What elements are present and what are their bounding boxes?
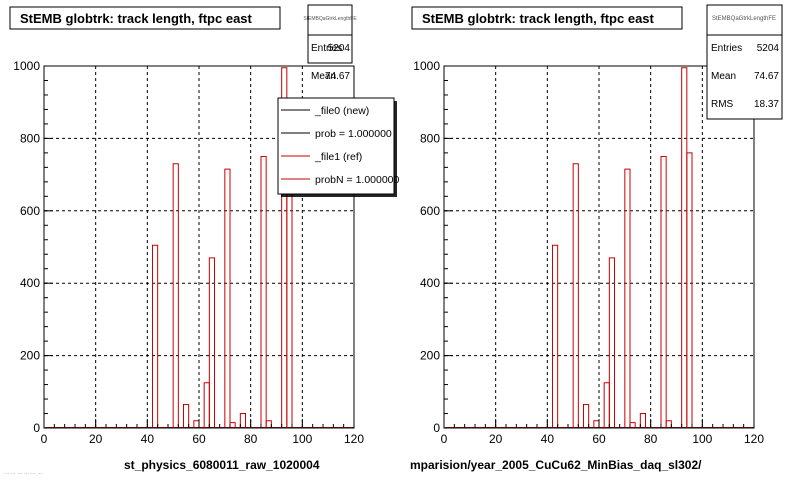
- stats-label-entries: Entries: [311, 43, 342, 54]
- y-tick-label: 200: [20, 349, 40, 363]
- stats-name: StEMBQaGtrkLengthFE: [712, 16, 776, 22]
- x-tick-label: 100: [692, 432, 712, 446]
- x-tick-label: 60: [192, 432, 206, 446]
- histogram-bar: [152, 244, 159, 428]
- left-panel: 0 20 40 60 80 100 120 0 200 400 600 800 1000 StEMB g…: [9, 4, 400, 472]
- chart-title: StEMB globtrk: track length, ftpc east: [20, 11, 253, 26]
- histogram-bar: [239, 413, 246, 428]
- histogram-bar: [572, 163, 579, 428]
- stats-label-mean: Mean: [311, 71, 336, 82]
- histogram-bar: [183, 403, 190, 428]
- legend: _file0 (new) prob = 1.000000 _file1 (ref…: [277, 97, 400, 197]
- stats-label-rms: RMS: [711, 99, 734, 110]
- x-tick-label: 80: [244, 432, 258, 446]
- stats-value-mean: 74.67: [325, 71, 350, 82]
- title-box: [411, 6, 683, 30]
- y-tick-label: 1000: [13, 59, 40, 73]
- x-tick-label: 60: [592, 432, 606, 446]
- x-tick-label: 120: [744, 432, 764, 446]
- x-tick-label: 20: [89, 432, 103, 446]
- x-tick-label: 80: [644, 432, 658, 446]
- legend-label-prob: prob = 1.000000: [315, 128, 392, 140]
- y-tick-label: 400: [420, 276, 440, 290]
- footer-text: ... ... ... ... ... ...: [4, 470, 43, 476]
- y-tick-label: 0: [33, 421, 40, 435]
- stats-box: [706, 4, 783, 120]
- stats-label-entries: Entries: [711, 43, 742, 54]
- x-tick-label: 100: [292, 432, 312, 446]
- y-tick-label: 800: [420, 131, 440, 145]
- title-box: [9, 6, 281, 30]
- y-tick-label: 0: [433, 421, 440, 435]
- y-tick-label: 800: [20, 131, 40, 145]
- axis-ticks: 0 20 40 60 80 100 120 0 200 400 600 800 1000: [13, 59, 364, 446]
- y-tick-label: 400: [20, 276, 40, 290]
- x-tick-label: 0: [41, 432, 48, 446]
- stats-value-entries: 5204: [757, 43, 780, 54]
- histogram-bar: [639, 413, 646, 428]
- stats-name: StEMBQaGtrkLengthFE: [303, 16, 357, 22]
- x-tick-label: 120: [344, 432, 364, 446]
- chart-title: StEMB globtrk: track length, ftpc east: [422, 11, 655, 26]
- x-tick-label: 20: [489, 432, 503, 446]
- y-tick-label: 1000: [413, 59, 440, 73]
- x-tick-label: 40: [141, 432, 155, 446]
- histogram-bar: [172, 163, 179, 428]
- histogram-bar: [224, 168, 231, 428]
- right-panel: 0 20 40 60 80 100 120 0 200 400 600 800 1000 StEMB g…: [410, 4, 783, 472]
- histogram-bar: [686, 152, 693, 428]
- stats-value-entries: 5204: [328, 43, 351, 54]
- x-axis-label: st_physics_6080011_raw_1020004: [124, 458, 320, 472]
- stats-value-mean: 74.67: [754, 71, 779, 82]
- histogram-bar: [660, 156, 667, 428]
- x-axis-label: mparision/year_2005_CuCu62_MinBias_daq_s…: [410, 458, 702, 472]
- legend-label-probn: probN = 1.000000: [315, 174, 400, 186]
- y-tick-label: 200: [420, 349, 440, 363]
- histogram-bar: [608, 257, 615, 428]
- legend-label-file0: _file0 (new): [314, 105, 369, 117]
- stats-box: [307, 4, 353, 64]
- x-tick-label: 40: [541, 432, 555, 446]
- x-tick-label: 0: [441, 432, 448, 446]
- histogram-bar: [552, 244, 559, 428]
- histogram-bar: [208, 257, 215, 428]
- legend-label-file1: _file1 (ref): [314, 151, 362, 163]
- y-tick-label: 600: [420, 204, 440, 218]
- histogram-bar: [624, 168, 631, 428]
- stats-label-mean: Mean: [711, 71, 736, 82]
- histogram-bar: [260, 156, 267, 428]
- stats-value-rms: 18.37: [754, 99, 779, 110]
- y-tick-label: 600: [20, 204, 40, 218]
- histogram-bar: [583, 403, 590, 428]
- axis-ticks: 0 20 40 60 80 100 120 0 200 400 600 800 1000: [413, 59, 764, 446]
